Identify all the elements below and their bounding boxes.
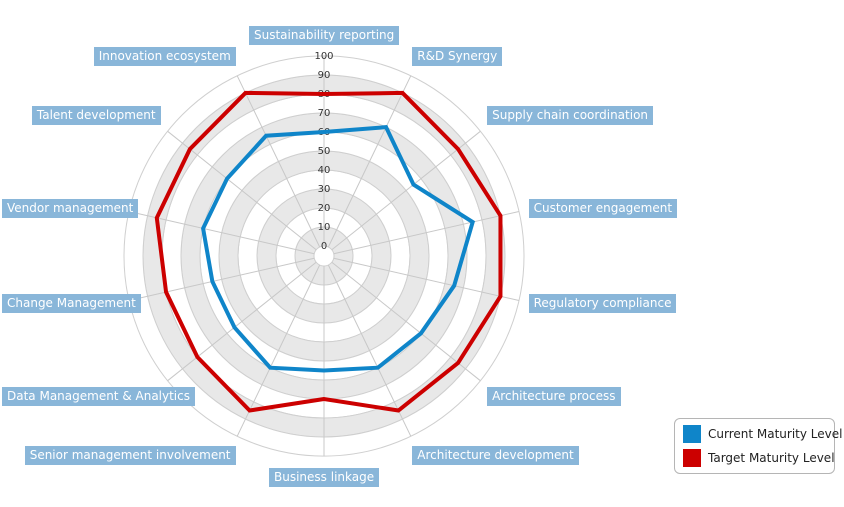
category-label: Senior management involvement <box>24 446 236 466</box>
grid-spoke <box>327 75 412 248</box>
category-label: Data Management & Analytics <box>2 386 195 406</box>
grid-spoke <box>167 261 317 382</box>
tick-label: 50 <box>318 146 331 157</box>
category-label: Sustainability reporting <box>249 25 400 45</box>
grid-spoke <box>333 257 520 301</box>
category-label: Talent development <box>31 106 161 126</box>
grid-spoke <box>128 211 315 255</box>
category-label: Innovation ecosystem <box>93 46 236 66</box>
grid-spoke <box>167 130 317 251</box>
category-label: Architecture process <box>487 386 621 406</box>
grid-spoke <box>327 264 412 437</box>
category-label: Business linkage <box>269 467 380 487</box>
grid-spoke <box>236 75 321 248</box>
grid-spoke <box>331 261 481 382</box>
tick-label: 20 <box>318 203 331 214</box>
grid-spoke <box>236 264 321 437</box>
grid-spoke <box>331 130 481 251</box>
legend-swatch-target <box>683 449 701 467</box>
legend-label-current: Current Maturity Level <box>708 427 843 441</box>
tick-label: 30 <box>318 184 331 195</box>
legend: Current Maturity Level Target Maturity L… <box>674 418 842 474</box>
category-label: Vendor management <box>2 198 139 218</box>
grid-spoke <box>333 211 520 255</box>
legend-swatch-current <box>683 425 701 443</box>
tick-label: 10 <box>318 222 331 233</box>
category-label: Customer engagement <box>528 198 678 218</box>
grid-spoke <box>128 257 315 301</box>
tick-label: 40 <box>318 165 331 176</box>
series-line-current <box>201 125 476 373</box>
tick-label: 90 <box>318 70 331 81</box>
legend-label-target: Target Maturity Level <box>708 451 835 465</box>
category-label: Regulatory compliance <box>528 294 677 314</box>
tick-label: 0 <box>321 241 327 252</box>
category-label: R&D Synergy <box>412 46 503 66</box>
tick-label: 70 <box>318 108 331 119</box>
grid-ring <box>123 55 525 457</box>
series-line-target <box>154 90 503 413</box>
category-label: Change Management <box>2 294 141 314</box>
category-label: Architecture development <box>412 446 579 466</box>
tick-label: 100 <box>314 51 333 62</box>
category-label: Supply chain coordination <box>487 106 654 126</box>
